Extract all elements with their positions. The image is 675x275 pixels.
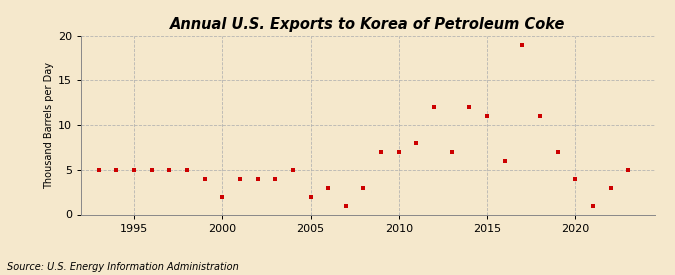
Point	[358, 185, 369, 190]
Point	[164, 167, 175, 172]
Point	[605, 185, 616, 190]
Point	[111, 167, 122, 172]
Point	[93, 167, 104, 172]
Point	[234, 177, 245, 181]
Point	[217, 194, 227, 199]
Title: Annual U.S. Exports to Korea of Petroleum Coke: Annual U.S. Exports to Korea of Petroleu…	[170, 17, 566, 32]
Point	[623, 167, 634, 172]
Point	[517, 42, 528, 47]
Point	[429, 105, 439, 109]
Point	[376, 150, 387, 154]
Point	[535, 114, 545, 118]
Point	[587, 204, 598, 208]
Point	[288, 167, 298, 172]
Point	[394, 150, 404, 154]
Point	[500, 159, 510, 163]
Point	[482, 114, 493, 118]
Point	[128, 167, 139, 172]
Point	[411, 141, 422, 145]
Point	[552, 150, 563, 154]
Point	[570, 177, 580, 181]
Text: Source: U.S. Energy Information Administration: Source: U.S. Energy Information Administ…	[7, 262, 238, 272]
Point	[464, 105, 475, 109]
Point	[252, 177, 263, 181]
Point	[340, 204, 351, 208]
Point	[305, 194, 316, 199]
Point	[270, 177, 281, 181]
Y-axis label: Thousand Barrels per Day: Thousand Barrels per Day	[44, 62, 54, 189]
Point	[446, 150, 457, 154]
Point	[146, 167, 157, 172]
Point	[323, 185, 333, 190]
Point	[182, 167, 192, 172]
Point	[199, 177, 210, 181]
